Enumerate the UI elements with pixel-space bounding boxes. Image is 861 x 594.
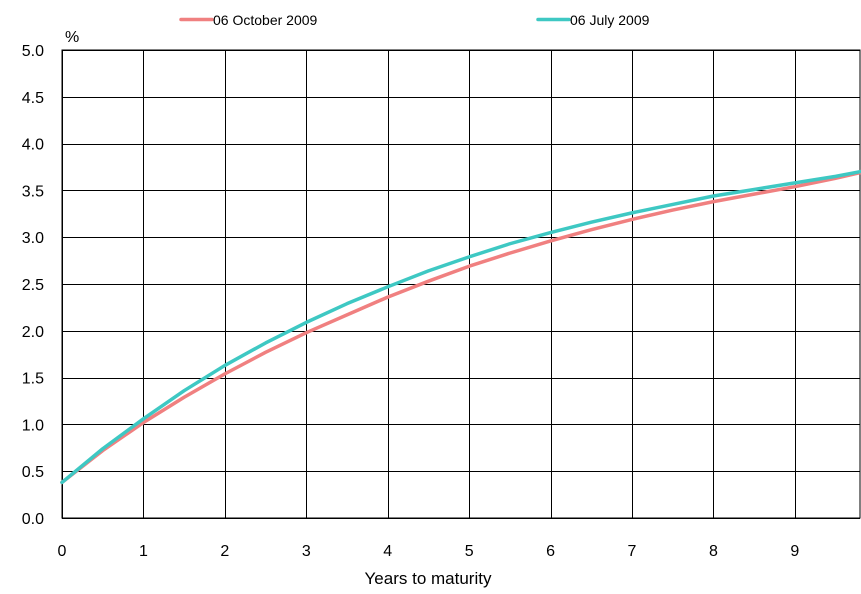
plot-series — [60, 169, 861, 485]
x-tick-label: 3 — [302, 543, 311, 560]
y-tick-label: 2.5 — [22, 277, 44, 294]
legend-entry-july: 06 July 2009 — [536, 12, 650, 28]
y-axis-ticks: 0.0 0.5 1.0 1.5 2.0 2.5 3.0 3.5 4.0 4.5 5.0 — [22, 43, 44, 528]
y-unit-label: % — [65, 29, 79, 46]
y-tick-label: 5.0 — [22, 43, 44, 60]
y-tick-label: 0.5 — [22, 464, 44, 481]
legend-entry-october: 06 October 2009 — [179, 12, 318, 28]
x-tick-label: 0 — [58, 543, 67, 560]
x-tick-label: 4 — [383, 543, 392, 560]
series-line-july — [60, 169, 861, 485]
y-tick-label: 4.5 — [22, 90, 44, 107]
x-tick-label: 2 — [220, 543, 229, 560]
x-tick-label: 5 — [465, 543, 474, 560]
legend-label-july: 06 July 2009 — [570, 12, 650, 28]
y-tick-label: 1.0 — [22, 417, 44, 434]
y-tick-label: 2.0 — [22, 324, 44, 341]
plot-grid — [61, 49, 861, 519]
legend-label-october: 06 October 2009 — [213, 12, 318, 28]
y-tick-label: 3.5 — [22, 183, 44, 200]
x-tick-label: 1 — [139, 543, 148, 560]
x-tick-label: 8 — [709, 543, 718, 560]
series-line-october — [60, 170, 861, 485]
y-tick-label: 4.0 — [22, 137, 44, 154]
x-tick-label: 9 — [790, 543, 799, 560]
y-tick-label: 3.0 — [22, 230, 44, 247]
x-tick-label: 6 — [546, 543, 555, 560]
legend: 06 October 2009 06 July 2009 — [179, 12, 650, 28]
y-tick-label: 0.0 — [22, 511, 44, 528]
y-tick-label: 1.5 — [22, 371, 44, 388]
x-tick-label: 7 — [628, 543, 637, 560]
x-axis-ticks: 0 1 2 3 4 5 6 7 8 9 — [58, 543, 800, 560]
x-axis-title: Years to maturity — [365, 569, 492, 588]
